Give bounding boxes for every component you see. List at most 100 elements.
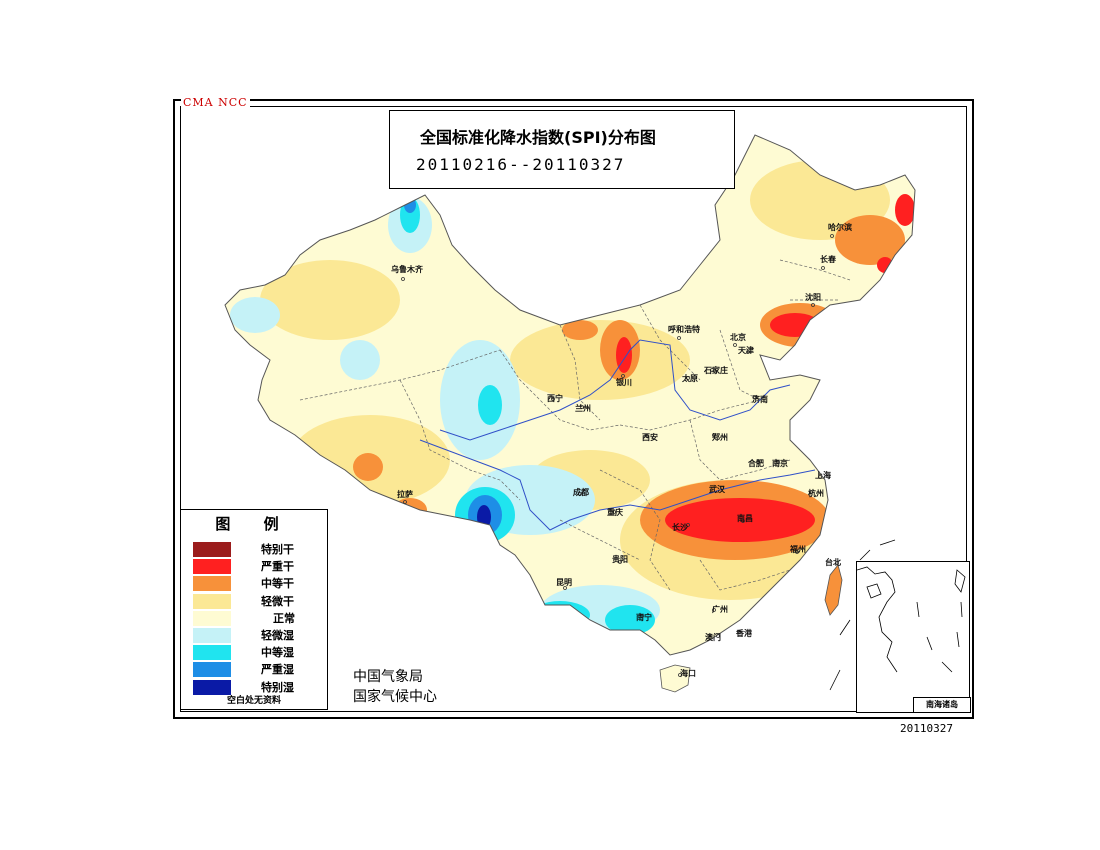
legend-swatch (193, 611, 231, 626)
city-label: 贵阳 (612, 554, 628, 564)
legend-swatch (193, 628, 231, 643)
zone-severe-dry-liaoning (770, 313, 820, 337)
city-label: 南宁 (636, 612, 652, 622)
legend-item: 中等干 (193, 576, 323, 592)
city-label: 太原 (681, 373, 698, 383)
legend-label: 正常 (273, 612, 295, 625)
legend-item: 正常 (193, 611, 323, 627)
city-label: 南昌 (737, 513, 753, 523)
legend-swatch (193, 645, 231, 660)
legend-item: 严重湿 (193, 662, 323, 678)
legend-swatch (193, 662, 231, 677)
city-label: 昆明 (556, 577, 572, 587)
yellow-river (439, 339, 791, 441)
city-label: 广州 (712, 604, 728, 614)
city-label: 南京 (772, 458, 788, 468)
rivers (419, 339, 816, 531)
map-inner-border (180, 106, 967, 712)
legend-title: 图 例 (215, 515, 293, 533)
legend-swatch (193, 680, 231, 695)
province-boundaries (299, 259, 851, 591)
city-label: 香港 (735, 628, 753, 638)
legend-swatch (193, 594, 231, 609)
zone-severe-dry-yangtze (665, 498, 815, 542)
city-label: 澳门 (705, 632, 721, 642)
city-label: 西宁 (547, 393, 563, 403)
zone-light-dry-xinjiang (260, 260, 400, 340)
legend-item: 中等湿 (193, 645, 323, 661)
city-label: 济南 (752, 394, 768, 404)
city-labels: 乌鲁木齐 哈尔滨 长春 沈阳 呼和浩特 北京 天津 石家庄 太原 银川 西宁 兰… (391, 222, 852, 678)
zone-light-wet-xinjiang (340, 340, 380, 380)
legend: 图 例 特别干 严重干 中等干 轻微干 正常 轻微湿 中等湿 严重湿 特别湿 空… (180, 509, 328, 710)
city-label: 沈阳 (805, 292, 821, 302)
city-label: 拉萨 (397, 489, 413, 499)
zone-severe-dry-ningxia (616, 337, 632, 373)
legend-label: 特别干 (261, 543, 294, 556)
city-label: 兰州 (575, 403, 591, 413)
city-label: 海口 (680, 668, 696, 678)
legend-swatch (193, 542, 231, 557)
south-china-sea-inset: 南海诸岛 (856, 561, 971, 713)
legend-item: 特别湿 (193, 680, 323, 696)
zone-medium-wet-qinghai (478, 385, 502, 425)
legend-label: 严重湿 (261, 663, 294, 676)
map-title: 全国标准化降水指数(SPI)分布图 (420, 128, 656, 147)
zone-medium-dry-tibet (353, 453, 383, 481)
legend-item: 轻微干 (193, 594, 323, 610)
zone-extreme-wet-tibet (477, 505, 491, 529)
city-label: 郑州 (712, 432, 728, 442)
inset-label: 南海诸岛 (913, 697, 971, 713)
zone-medium-wet-guangxi (605, 605, 655, 635)
zone-light-wet-west (230, 297, 280, 333)
city-label: 呼和浩特 (668, 324, 700, 334)
china-border (224, 134, 916, 656)
inset-taiwan (954, 569, 966, 593)
city-label: 合肥 (747, 458, 764, 468)
legend-label: 轻微干 (261, 595, 294, 608)
legend-label: 轻微湿 (261, 629, 294, 642)
city-label: 武汉 (709, 484, 726, 494)
zone-medium-dry-inner-mongolia (562, 320, 598, 340)
agency-line-2: 国家气候中心 (353, 689, 437, 705)
city-label: 长沙 (672, 522, 688, 532)
city-label: 台北 (825, 557, 841, 567)
legend-swatch (193, 559, 231, 574)
legend-label: 特别湿 (261, 681, 294, 694)
legend-swatch (193, 576, 231, 591)
legend-item: 轻微湿 (193, 628, 323, 644)
city-label: 上海 (815, 470, 831, 480)
yangtze-river (419, 439, 816, 531)
zone-severe-dry-jilin (877, 257, 893, 273)
legend-note: 空白处无资料 (226, 696, 281, 706)
zone-light-dry-north (510, 320, 690, 400)
city-label: 哈尔滨 (828, 222, 852, 232)
agency-credit: 中国气象局 国家气候中心 (353, 667, 437, 707)
legend-item: 特别干 (193, 542, 323, 558)
legend-label: 严重干 (261, 560, 294, 573)
legend-label: 中等干 (261, 577, 294, 590)
legend-label: 中等湿 (261, 646, 294, 659)
inset-map (857, 566, 966, 673)
legend-item: 严重干 (193, 559, 323, 575)
city-markers (401, 234, 839, 677)
hainan-island (659, 664, 691, 693)
city-label: 银川 (615, 377, 632, 387)
city-label: 长春 (820, 254, 836, 264)
date-range: 20110216--20110327 (416, 155, 626, 174)
city-label: 乌鲁木齐 (391, 264, 424, 274)
title-box: 全国标准化降水指数(SPI)分布图 20110216--20110327 (389, 110, 735, 189)
city-label: 杭州 (808, 488, 824, 498)
city-label: 成都 (573, 487, 589, 497)
zone-medium-dry-northeast (835, 215, 905, 265)
inset-coastline (857, 566, 898, 673)
cma-ncc-watermark: CMA NCC (181, 96, 250, 109)
neighbour-coastlines (829, 539, 896, 691)
city-label: 西安 (642, 432, 658, 442)
inset-nine-dash (916, 601, 963, 673)
city-label: 北京 (730, 332, 746, 342)
agency-line-1: 中国气象局 (353, 669, 423, 685)
city-label: 石家庄 (703, 365, 728, 375)
zone-severe-dry-heilongjiang (895, 194, 915, 226)
